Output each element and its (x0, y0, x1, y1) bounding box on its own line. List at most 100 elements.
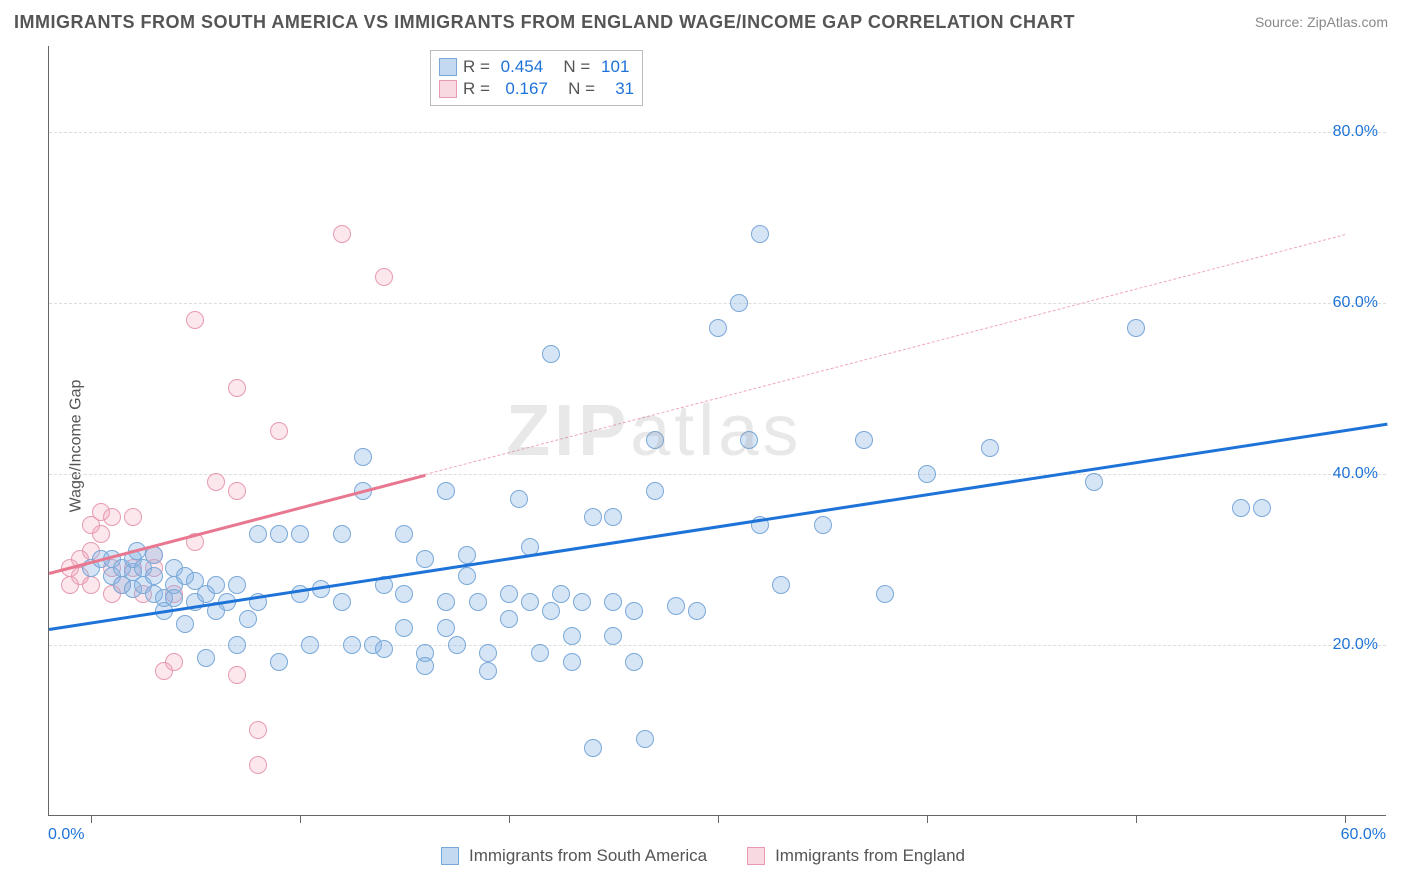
data-point-blue (249, 525, 267, 543)
data-point-blue (667, 597, 685, 615)
legend-r-label: R = (463, 57, 495, 77)
data-point-blue (584, 739, 602, 757)
x-tick-mark (927, 815, 928, 823)
data-point-blue (646, 482, 664, 500)
data-point-blue (646, 431, 664, 449)
data-point-pink (228, 666, 246, 684)
data-point-blue (573, 593, 591, 611)
data-point-blue (772, 576, 790, 594)
legend-swatch-blue (441, 847, 459, 865)
data-point-blue (395, 585, 413, 603)
data-point-blue (395, 619, 413, 637)
data-point-blue (176, 615, 194, 633)
data-point-blue (751, 225, 769, 243)
data-point-blue (270, 653, 288, 671)
data-point-blue (1127, 319, 1145, 337)
data-point-blue (458, 567, 476, 585)
gridline-h (49, 132, 1386, 133)
data-point-pink (270, 422, 288, 440)
data-point-blue (270, 525, 288, 543)
data-point-blue (301, 636, 319, 654)
data-point-blue (375, 640, 393, 658)
x-tick-label: 0.0% (48, 826, 84, 844)
data-point-blue (981, 439, 999, 457)
data-point-pink (228, 379, 246, 397)
x-tick-mark (300, 815, 301, 823)
data-point-blue (814, 516, 832, 534)
data-point-blue (636, 730, 654, 748)
legend-n-label: N = (554, 79, 609, 99)
legend-r-value: 0.454 (501, 57, 544, 77)
gridline-h (49, 303, 1386, 304)
legend-n-value: 101 (601, 57, 629, 77)
data-point-blue (479, 662, 497, 680)
data-point-pink (375, 268, 393, 286)
data-point-blue (437, 482, 455, 500)
data-point-blue (552, 585, 570, 603)
data-point-blue (855, 431, 873, 449)
data-point-pink (82, 576, 100, 594)
x-tick-mark (509, 815, 510, 823)
y-tick-label: 20.0% (1333, 636, 1378, 654)
data-point-blue (1232, 499, 1250, 517)
data-point-blue (542, 345, 560, 363)
data-point-blue (625, 602, 643, 620)
x-tick-label: 60.0% (1341, 826, 1386, 844)
data-point-blue (145, 567, 163, 585)
data-point-blue (239, 610, 257, 628)
y-tick-label: 60.0% (1333, 294, 1378, 312)
data-point-blue (625, 653, 643, 671)
legend-n-value: 31 (615, 79, 634, 99)
data-point-pink (249, 756, 267, 774)
x-tick-mark (91, 815, 92, 823)
data-point-blue (876, 585, 894, 603)
data-point-blue (416, 550, 434, 568)
data-point-blue (563, 627, 581, 645)
data-point-pink (228, 482, 246, 500)
plot-area: 20.0% 40.0% 60.0% 80.0% (48, 46, 1386, 816)
data-point-blue (228, 576, 246, 594)
data-point-blue (688, 602, 706, 620)
legend-swatch-pink (747, 847, 765, 865)
legend-series-item: Immigrants from England (747, 846, 965, 866)
data-point-pink (249, 721, 267, 739)
data-point-blue (1085, 473, 1103, 491)
chart-title: IMMIGRANTS FROM SOUTH AMERICA VS IMMIGRA… (14, 12, 1075, 33)
data-point-blue (291, 585, 309, 603)
data-point-blue (604, 593, 622, 611)
data-point-blue (542, 602, 560, 620)
data-point-blue (437, 593, 455, 611)
data-point-blue (563, 653, 581, 671)
legend-n-label: N = (549, 57, 595, 77)
data-point-blue (291, 525, 309, 543)
y-tick-label: 40.0% (1333, 465, 1378, 483)
data-point-pink (333, 225, 351, 243)
x-tick-mark (1136, 815, 1137, 823)
legend-series-label: Immigrants from South America (469, 846, 707, 866)
data-point-blue (531, 644, 549, 662)
trendline-pink-dash (425, 234, 1345, 475)
data-point-pink (186, 311, 204, 329)
data-point-blue (469, 593, 487, 611)
legend-r-label: R = (463, 79, 499, 99)
trendline-blue (49, 422, 1387, 630)
data-point-pink (103, 508, 121, 526)
data-point-pink (124, 508, 142, 526)
data-point-pink (207, 473, 225, 491)
data-point-blue (165, 589, 183, 607)
data-point-blue (584, 508, 602, 526)
legend-stats-row: R = 0.454 N = 101 (439, 57, 634, 77)
data-point-blue (207, 576, 225, 594)
legend-swatch-pink (439, 80, 457, 98)
data-point-blue (354, 448, 372, 466)
data-point-blue (333, 525, 351, 543)
data-point-blue (709, 319, 727, 337)
data-point-blue (1253, 499, 1271, 517)
legend-r-value: 0.167 (505, 79, 548, 99)
legend-series-label: Immigrants from England (775, 846, 965, 866)
y-tick-label: 80.0% (1333, 123, 1378, 141)
data-point-blue (521, 593, 539, 611)
legend-swatch-blue (439, 58, 457, 76)
legend-series: Immigrants from South America Immigrants … (0, 846, 1406, 866)
legend-stats-row: R = 0.167 N = 31 (439, 79, 634, 99)
